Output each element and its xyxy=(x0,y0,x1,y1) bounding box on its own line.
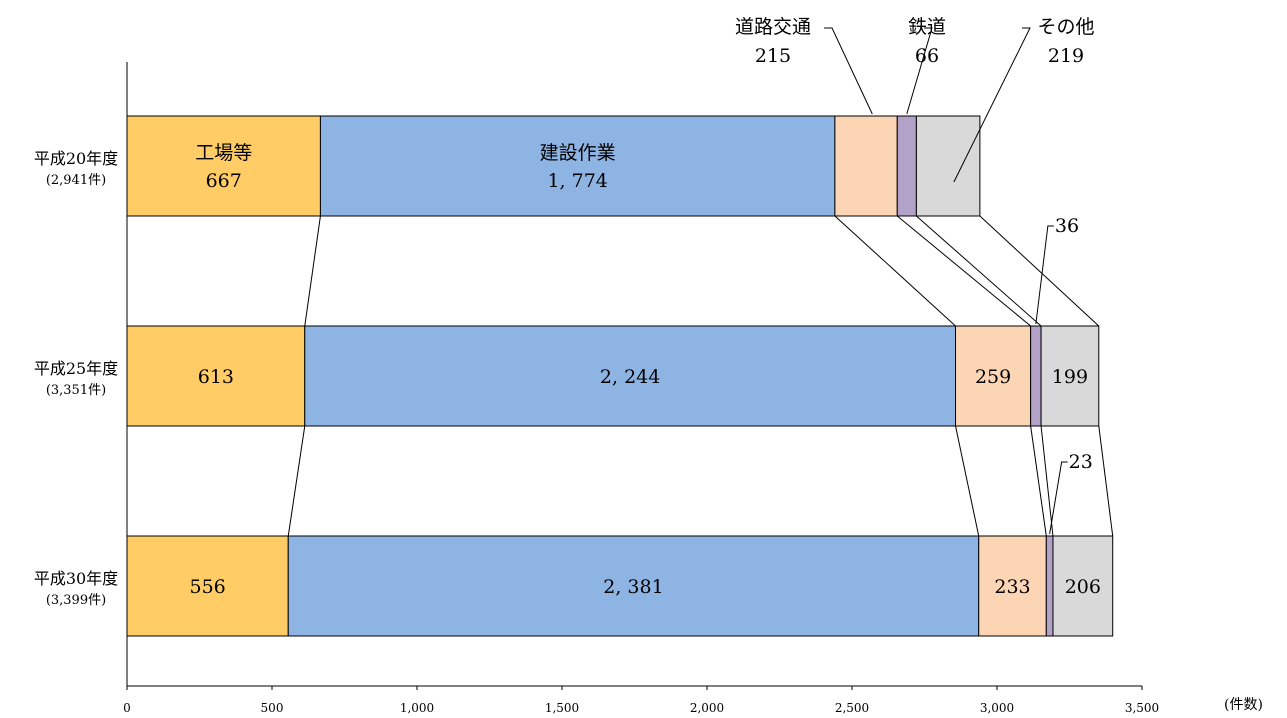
callout-value-label: 219 xyxy=(1048,45,1084,67)
bar-segment xyxy=(126,115,321,217)
category-label: 平成20年度 xyxy=(34,149,118,168)
connector-line xyxy=(916,215,1042,327)
category-total: (2,941件) xyxy=(46,173,106,188)
bar-segment xyxy=(1030,325,1042,427)
bar-segment xyxy=(1052,535,1114,637)
bar-segment xyxy=(834,115,898,217)
callout-name-label: その他 xyxy=(1037,16,1094,38)
callout-name-label: 鉄道 xyxy=(908,16,946,38)
bar-segment xyxy=(915,115,981,217)
callout-value-label: 215 xyxy=(755,45,791,67)
connector-line xyxy=(1030,425,1047,537)
callout-value-label: 66 xyxy=(915,45,939,67)
bar-segment xyxy=(1040,325,1100,427)
bar-segments xyxy=(126,115,1114,637)
category-label: 平成30年度 xyxy=(34,569,118,588)
bar-segment xyxy=(126,535,289,637)
segment-value-label: 1, 774 xyxy=(547,170,607,192)
x-tick-label: 1,000 xyxy=(400,701,434,715)
connector-line xyxy=(287,425,306,537)
segment-value-label: 233 xyxy=(994,576,1030,598)
segment-value-label: 2, 244 xyxy=(600,366,660,388)
bar-segment xyxy=(955,325,1032,427)
callout-leader-line xyxy=(953,27,1031,183)
segment-name-label: 建設作業 xyxy=(540,142,616,164)
callout-value-label: 23 xyxy=(1069,451,1093,473)
x-axis-unit: (件数) xyxy=(1224,697,1263,713)
bar-segment xyxy=(287,535,980,637)
axes: 0 500 1,000 1,500 2,000 2,500 3,000 3,500 xyxy=(123,62,1159,715)
connector-line xyxy=(979,215,1100,327)
segment-value-label: 667 xyxy=(206,170,242,192)
segment-name-label: 工場等 xyxy=(195,142,252,164)
category-total: (3,351件) xyxy=(46,383,106,398)
category-label: 平成25年度 xyxy=(34,359,118,378)
x-tick-label: 500 xyxy=(261,701,284,715)
connector-line xyxy=(304,215,321,327)
callout-name-label: 道路交通 xyxy=(735,16,811,38)
segment-value-label: 556 xyxy=(189,576,225,598)
data-labels: 平成20年度 (2,941件) 平成25年度 (3,351件) 平成30年度 (3,399… xyxy=(34,16,1101,608)
x-tick-label: 0 xyxy=(123,701,131,715)
segment-value-label: 199 xyxy=(1052,366,1088,388)
segment-value-label: 206 xyxy=(1065,576,1101,598)
category-total: (3,399件) xyxy=(46,593,106,608)
segment-value-label: 613 xyxy=(198,366,234,388)
connector-line xyxy=(896,215,1031,327)
x-tick-label: 3,000 xyxy=(980,701,1014,715)
bar-segment xyxy=(304,325,957,427)
bar-segment xyxy=(978,535,1047,637)
x-tick-label: 2,000 xyxy=(690,701,724,715)
segment-value-label: 2, 381 xyxy=(603,576,663,598)
callout-leader-line xyxy=(906,27,933,115)
x-tick-label: 1,500 xyxy=(545,701,579,715)
connector-line xyxy=(1098,425,1114,537)
connector-line xyxy=(955,425,980,537)
bar-segment xyxy=(896,115,917,217)
callout-value-label: 36 xyxy=(1055,215,1079,237)
bar-segment xyxy=(319,115,836,217)
segment-value-label: 259 xyxy=(975,366,1011,388)
callout-leader-line xyxy=(824,27,873,115)
bar-segment xyxy=(126,325,306,427)
x-tick-label: 3,500 xyxy=(1125,701,1159,715)
connector-lines xyxy=(287,215,1114,537)
connector-line xyxy=(1040,425,1054,537)
connector-line xyxy=(834,215,956,327)
x-tick-label: 2,500 xyxy=(835,701,869,715)
bar-segment xyxy=(1045,535,1054,637)
callout-leader-line xyxy=(1035,225,1054,325)
callout-leader-line xyxy=(1049,461,1068,535)
